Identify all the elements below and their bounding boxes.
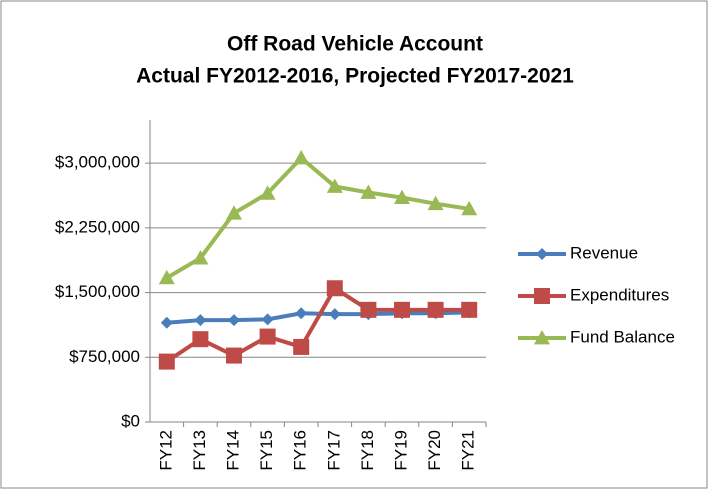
marker: [427, 195, 444, 211]
series-line: [165, 155, 470, 280]
legend-marker: [534, 330, 550, 345]
marker: [259, 185, 276, 200]
marker: [192, 331, 209, 348]
legend-marker: [534, 288, 550, 304]
x-tick-label: FY12: [156, 430, 175, 471]
x-tick-label: FY21: [459, 430, 478, 471]
marker: [461, 200, 478, 216]
x-tick-label: FY20: [425, 430, 444, 471]
legend-label: Fund Balance: [570, 327, 675, 346]
y-tick-label: $2,250,000: [55, 217, 140, 236]
marker: [160, 316, 173, 329]
marker: [295, 307, 308, 320]
marker: [360, 301, 377, 318]
y-tick-label: $3,000,000: [55, 153, 140, 172]
legend-marker: [536, 248, 548, 260]
marker: [158, 353, 175, 370]
marker: [194, 314, 207, 327]
marker: [192, 250, 209, 265]
marker: [293, 338, 310, 355]
marker: [461, 301, 478, 318]
marker: [326, 280, 343, 297]
marker: [293, 149, 310, 165]
chart-subtitle: Actual FY2012-2016, Projected FY2017-202…: [136, 65, 574, 88]
y-tick-label: $1,500,000: [55, 282, 140, 301]
marker: [394, 189, 410, 205]
marker: [259, 328, 276, 345]
marker: [226, 205, 242, 220]
x-tick-label: FY19: [391, 430, 410, 471]
x-tick-label: FY14: [223, 430, 242, 471]
x-tick-label: FY15: [257, 430, 276, 471]
x-tick-label: FY18: [358, 430, 377, 471]
series-line: [165, 285, 470, 364]
marker: [158, 269, 175, 285]
y-tick-label: $0: [121, 411, 140, 430]
marker: [328, 308, 341, 321]
marker: [394, 301, 410, 318]
y-tick-label: $750,000: [69, 347, 140, 366]
chart-title: Off Road Vehicle Account: [227, 33, 483, 56]
marker: [427, 301, 444, 318]
x-tick-label: FY17: [324, 430, 343, 471]
marker: [226, 347, 242, 364]
x-tick-label: FY16: [291, 430, 310, 471]
legend-label: Expenditures: [570, 285, 669, 304]
marker: [360, 184, 377, 199]
marker: [228, 314, 240, 327]
legend-label: Revenue: [570, 243, 638, 262]
marker: [261, 313, 274, 326]
x-tick-label: FY13: [190, 430, 209, 471]
marker: [326, 178, 343, 193]
